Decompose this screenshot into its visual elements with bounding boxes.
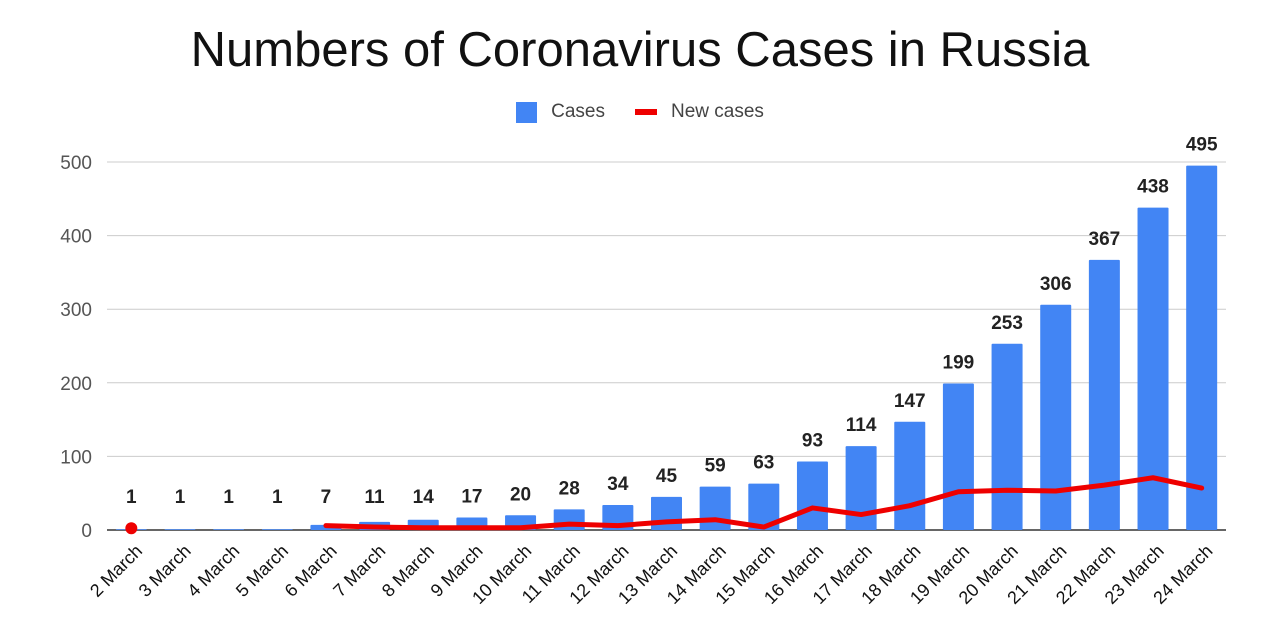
x-tick-label: 2 March (86, 541, 146, 601)
y-tick-label: 400 (60, 227, 92, 248)
legend-item-cases: Cases (516, 101, 605, 123)
data-label: 438 (1137, 177, 1169, 198)
data-label: 17 (461, 486, 482, 507)
data-label: 495 (1186, 135, 1218, 156)
x-tick-label: 4 March (183, 541, 243, 601)
data-label: 63 (753, 453, 774, 474)
x-tick-label: 5 March (232, 541, 292, 601)
bar-cases (261, 529, 293, 530)
legend: Cases New cases (0, 101, 1280, 123)
bar-cases (845, 446, 877, 530)
data-label: 45 (656, 466, 678, 487)
bar-cases (1040, 304, 1072, 530)
y-tick-label: 0 (81, 521, 92, 542)
data-label: 1 (175, 487, 186, 508)
data-label: 59 (705, 456, 726, 477)
y-tick-label: 200 (60, 374, 92, 395)
data-label: 1 (272, 487, 283, 508)
data-label: 1 (126, 487, 137, 508)
line-new-cases (323, 475, 1205, 531)
data-label: 11 (365, 487, 386, 508)
x-tick-label: 7 March (329, 541, 389, 601)
y-tick-label: 300 (60, 300, 92, 321)
bar-cases (748, 483, 780, 530)
x-tick-label: 3 March (135, 541, 195, 601)
bar-cases (942, 383, 974, 530)
data-label: 14 (413, 487, 435, 508)
data-label: 1 (223, 487, 234, 508)
chart-title: Numbers of Coronavirus Cases in Russia (190, 23, 1090, 77)
legend-swatch-cases (516, 101, 538, 123)
data-label: 306 (1040, 274, 1072, 295)
bar-cases (164, 529, 196, 530)
legend-label-new-cases: New cases (670, 101, 764, 122)
data-label: 28 (559, 478, 580, 499)
y-tick-label: 500 (60, 153, 92, 174)
data-label: 253 (991, 313, 1023, 334)
point-new-cases (125, 522, 138, 535)
data-label: 7 (321, 487, 332, 508)
x-tick-label: 8 March (378, 541, 438, 601)
data-label: 114 (846, 415, 877, 436)
bar-cases (991, 343, 1023, 530)
legend-item-new-cases: New cases (634, 101, 764, 123)
bar-cases (796, 461, 828, 530)
data-label: 147 (894, 391, 926, 412)
legend-swatch-new-cases (634, 109, 657, 115)
legend-label-cases: Cases (551, 101, 605, 122)
data-label: 34 (607, 474, 629, 495)
bar-cases (213, 529, 245, 530)
data-label: 367 (1089, 229, 1121, 250)
bar-cases (1186, 165, 1218, 530)
x-tick-label: 6 March (281, 541, 341, 601)
bar-cases (1137, 207, 1169, 530)
y-tick-label: 100 (60, 447, 92, 468)
bar-cases (894, 421, 926, 530)
data-label: 93 (802, 431, 823, 452)
bar-cases (1088, 259, 1120, 530)
data-label: 199 (943, 353, 975, 374)
data-label: 20 (510, 484, 531, 505)
